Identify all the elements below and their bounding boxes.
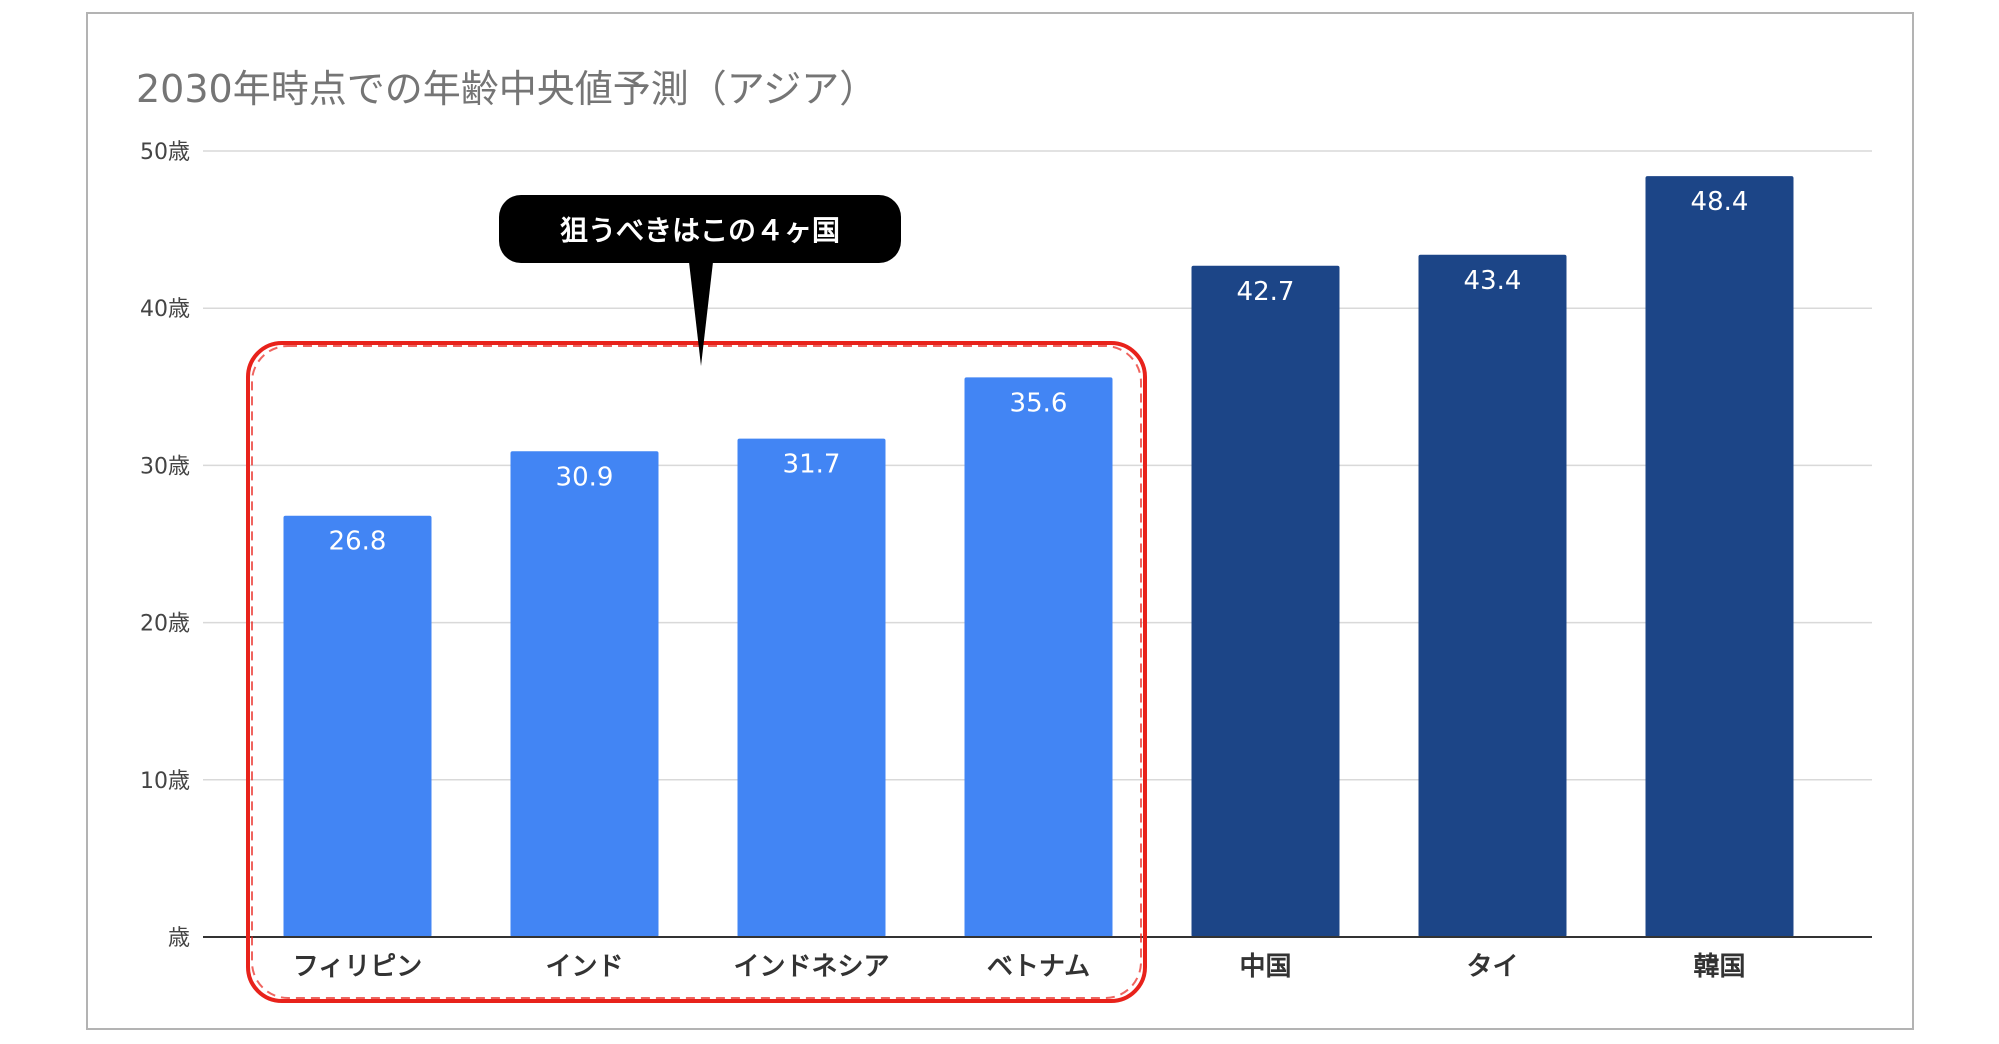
bar-value-label: 43.4 xyxy=(1464,266,1522,296)
x-category-label: ベトナム xyxy=(987,952,1090,982)
y-tick-label: 歳 xyxy=(168,926,190,951)
callout-bubble xyxy=(499,195,901,263)
bar xyxy=(964,377,1113,937)
y-tick-label: 50歳 xyxy=(140,140,190,165)
bar xyxy=(1191,265,1340,938)
bar-value-label: 30.9 xyxy=(556,462,614,492)
highlight-ring xyxy=(246,341,1147,1003)
x-category-label: フィリピン xyxy=(293,952,422,982)
y-tick-label: 10歳 xyxy=(140,769,190,794)
x-category-label: 韓国 xyxy=(1693,952,1745,982)
bar-value-label: 42.7 xyxy=(1237,277,1295,307)
bar xyxy=(1418,254,1567,937)
highlight-ring-texture xyxy=(251,345,1142,999)
callout-pointer xyxy=(689,262,713,366)
x-category-label: インド xyxy=(545,952,623,982)
bar xyxy=(1645,176,1794,938)
bar xyxy=(737,438,886,937)
bar-value-label: 48.4 xyxy=(1691,187,1749,217)
y-tick-label: 30歳 xyxy=(140,454,190,479)
x-category-label: タイ xyxy=(1466,952,1518,982)
bar xyxy=(510,451,659,937)
x-category-label: インドネシア xyxy=(733,952,889,982)
bar-value-label: 31.7 xyxy=(783,450,841,480)
bar xyxy=(283,515,432,937)
y-tick-label: 20歳 xyxy=(140,612,190,637)
bar-value-label: 35.6 xyxy=(1010,388,1068,418)
callout-text: 狙うべきはこの４ヶ国 xyxy=(560,214,840,247)
x-category-label: 中国 xyxy=(1239,952,1291,982)
bar-value-label: 26.8 xyxy=(329,527,387,557)
chart-title: 2030年時点での年齢中央値予測（アジア） xyxy=(136,67,878,111)
y-tick-label: 40歳 xyxy=(140,297,190,322)
